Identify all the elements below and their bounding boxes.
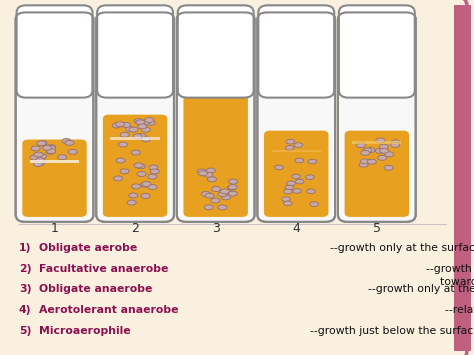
Ellipse shape [34,152,43,157]
Text: --growth only at the surface.: --growth only at the surface. [329,243,474,253]
Ellipse shape [148,174,157,179]
Ellipse shape [34,162,43,166]
Ellipse shape [204,172,213,177]
Ellipse shape [361,151,370,155]
Ellipse shape [356,143,365,148]
Bar [272,150,321,152]
Ellipse shape [211,198,220,203]
Ellipse shape [142,120,151,125]
Ellipse shape [385,152,394,157]
FancyBboxPatch shape [264,131,328,217]
FancyBboxPatch shape [17,5,92,98]
Ellipse shape [363,148,372,153]
Ellipse shape [68,149,77,154]
Ellipse shape [201,191,210,196]
Ellipse shape [294,143,303,147]
Ellipse shape [391,140,400,145]
Ellipse shape [131,150,140,155]
FancyBboxPatch shape [177,12,255,222]
FancyBboxPatch shape [258,5,334,98]
Ellipse shape [142,137,151,142]
Text: Facultative anaerobe: Facultative anaerobe [39,264,168,274]
Ellipse shape [218,192,227,197]
Ellipse shape [137,171,146,176]
Ellipse shape [274,165,283,170]
Ellipse shape [380,148,389,153]
FancyBboxPatch shape [345,131,409,217]
Ellipse shape [116,158,125,163]
Ellipse shape [282,197,290,201]
FancyBboxPatch shape [96,12,174,222]
Ellipse shape [138,124,147,129]
Ellipse shape [218,205,227,210]
Ellipse shape [126,127,135,132]
Ellipse shape [141,182,150,187]
Text: 3: 3 [212,223,219,235]
Text: 5): 5) [19,326,31,335]
Ellipse shape [286,140,295,144]
Ellipse shape [43,146,52,151]
Ellipse shape [134,163,143,168]
Ellipse shape [134,119,143,124]
Ellipse shape [148,185,157,190]
Ellipse shape [376,138,385,143]
Ellipse shape [120,132,129,137]
Ellipse shape [142,181,151,186]
Ellipse shape [308,159,317,164]
FancyBboxPatch shape [183,45,248,217]
FancyBboxPatch shape [338,12,416,222]
Ellipse shape [391,142,400,147]
Ellipse shape [211,186,220,191]
Ellipse shape [127,200,136,205]
Bar [110,137,160,140]
Ellipse shape [292,174,300,179]
Ellipse shape [37,141,46,146]
FancyBboxPatch shape [103,115,167,217]
Ellipse shape [129,127,138,132]
Ellipse shape [38,141,47,146]
Text: 1: 1 [51,223,58,235]
Ellipse shape [47,149,56,154]
Ellipse shape [145,118,154,122]
Ellipse shape [287,181,295,186]
Ellipse shape [137,133,146,138]
Text: Microaerophile: Microaerophile [39,326,130,335]
Ellipse shape [360,159,369,164]
Ellipse shape [380,144,389,149]
Ellipse shape [62,138,71,143]
Ellipse shape [65,140,74,145]
Ellipse shape [47,146,56,151]
Ellipse shape [285,146,294,150]
Ellipse shape [384,165,393,170]
Ellipse shape [306,175,314,180]
FancyBboxPatch shape [97,5,173,98]
Ellipse shape [367,159,376,164]
Ellipse shape [30,155,39,160]
Ellipse shape [206,168,215,173]
Ellipse shape [37,154,46,159]
Text: Aerotolerant anaerobe: Aerotolerant anaerobe [39,305,178,315]
Ellipse shape [47,145,56,150]
Ellipse shape [137,164,146,169]
Ellipse shape [284,189,292,194]
Text: --growth just below the surface.: --growth just below the surface. [310,326,474,335]
Ellipse shape [375,148,384,153]
Text: 4): 4) [19,305,31,315]
Ellipse shape [285,185,293,190]
Ellipse shape [221,195,230,200]
Text: 2: 2 [131,223,139,235]
Ellipse shape [141,127,150,132]
FancyBboxPatch shape [22,140,87,217]
Ellipse shape [36,160,45,165]
Bar [30,160,79,163]
Ellipse shape [146,120,155,125]
Text: --relatively low growth throughout.: --relatively low growth throughout. [445,305,474,315]
Ellipse shape [366,148,375,153]
Ellipse shape [141,193,150,198]
Text: 3): 3) [19,284,31,294]
Ellipse shape [228,191,237,196]
FancyBboxPatch shape [339,5,415,98]
Ellipse shape [31,146,40,151]
Ellipse shape [46,149,55,154]
